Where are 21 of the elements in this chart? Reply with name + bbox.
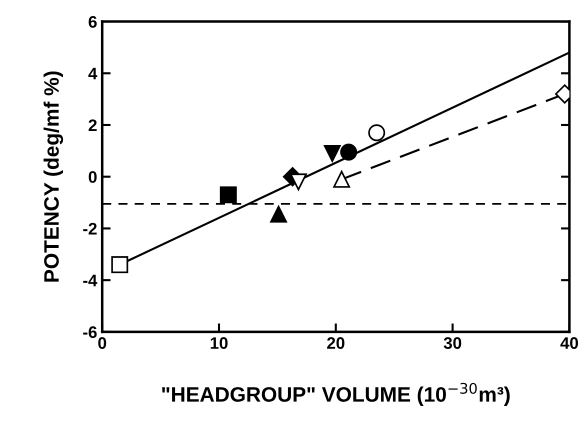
y-axis-title: POTENCY (deg/mf %) bbox=[44, 71, 64, 282]
x-tick-label: 10 bbox=[210, 337, 228, 349]
y-tick-label: 6 bbox=[88, 16, 97, 28]
x-tick-label: 40 bbox=[560, 337, 578, 349]
x-tick-label: 30 bbox=[444, 337, 462, 349]
y-tick-label: 2 bbox=[88, 119, 97, 132]
y-tick-label: 4 bbox=[88, 68, 98, 80]
point bbox=[340, 144, 358, 161]
point bbox=[270, 206, 288, 223]
x-tick-label: 20 bbox=[327, 337, 344, 349]
x-tick-label: 0 bbox=[98, 337, 106, 349]
y-tick-label: -4 bbox=[83, 274, 98, 286]
y-tick-label: -2 bbox=[83, 222, 97, 234]
point bbox=[111, 256, 128, 274]
point bbox=[333, 170, 350, 188]
point bbox=[324, 144, 341, 162]
y-tick-label: 0 bbox=[88, 171, 97, 183]
y-tick-label: -6 bbox=[83, 326, 97, 338]
point bbox=[220, 186, 237, 204]
point bbox=[368, 124, 386, 142]
x-axis-title: "HEADGROUP" VOLUME (10$^{−30}$m³) bbox=[162, 382, 510, 406]
